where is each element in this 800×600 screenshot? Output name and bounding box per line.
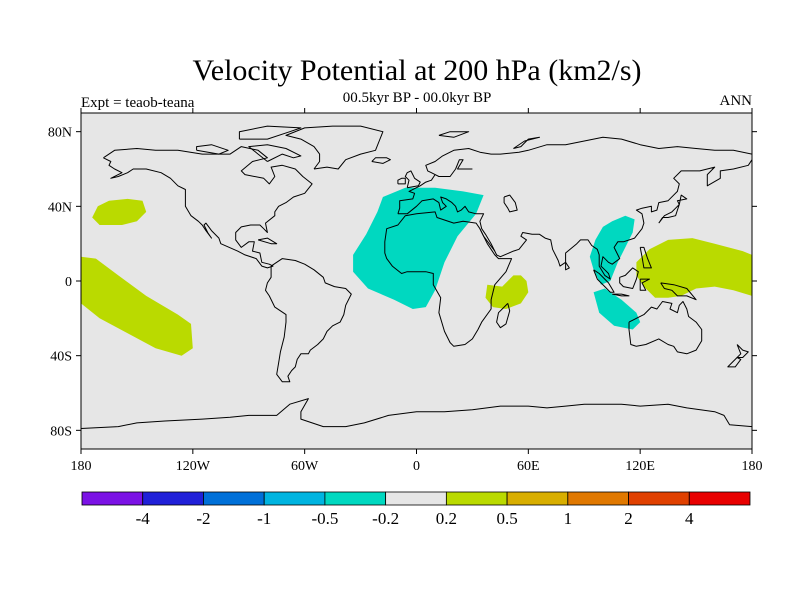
coastline-scandinavia-inner — [434, 159, 473, 177]
coastline-north-america — [103, 146, 313, 269]
coastline-sumatra — [593, 269, 615, 293]
region-bay-of-bengal-negative — [589, 215, 635, 285]
coastline-madagascar — [496, 303, 511, 329]
region-indian-ocean-positive — [485, 275, 529, 309]
lon-tick-label: 180 — [742, 459, 763, 474]
lat-tick-label: 80N — [48, 126, 72, 141]
colorbar-swatch — [506, 491, 569, 506]
colorbar-label: -1 — [257, 509, 271, 528]
region-south-pacific-positive — [81, 256, 193, 356]
coastline-cuba — [257, 237, 278, 245]
map-subtitle: 00.5kyr BP - 00.0kyr BP — [343, 90, 492, 106]
lon-tick-label: 180 — [71, 459, 92, 474]
coastline-eurasia — [397, 136, 752, 280]
coastline-victoria-isl — [196, 144, 229, 155]
colorbar-swatch — [142, 491, 204, 506]
experiment-label: Expt = teaob-teana — [81, 95, 195, 111]
colorbar-label: 1 — [564, 509, 573, 528]
coastline-antarctica — [81, 398, 752, 429]
lon-tick-label: 60W — [291, 459, 319, 474]
coastline-philippines — [639, 246, 652, 269]
coastline-novaya-zemlya — [513, 136, 540, 149]
colorbar-swatch — [385, 491, 447, 506]
map-title: Velocity Potential at 200 hPa (km2/s) — [192, 54, 641, 87]
coastline-new-guinea — [660, 282, 697, 301]
coastline-arabia-red-sea — [479, 228, 496, 252]
colorbar-swatch — [567, 491, 629, 506]
map-panel: 180 120W 60W 0 60E 120E 180 80N 40N 0 40S 80S — [48, 108, 763, 474]
colorbar-swatch — [263, 491, 326, 506]
colorbar: -4 -2 -1 -0.5 -0.2 0.2 0.5 1 2 4 — [81, 491, 751, 528]
colorbar-label: -2 — [196, 509, 210, 528]
coastline-sri-lanka — [565, 262, 570, 271]
lon-tick-label: 120W — [176, 459, 211, 474]
coastline-japan — [658, 194, 688, 224]
coastline-new-zealand-south — [727, 357, 742, 368]
lon-tick-label: 120E — [625, 459, 655, 474]
region-sumatra-negative — [593, 288, 641, 330]
region-north-pacific-positive — [92, 198, 147, 225]
colorbar-swatch — [203, 491, 265, 506]
map-axes: 180 120W 60W 0 60E 120E 180 80N 40N 0 40S 80S — [48, 108, 763, 474]
region-west-pacific-positive — [636, 238, 752, 298]
coastline-sulawesi — [639, 278, 650, 291]
colorbar-swatch — [688, 491, 751, 506]
colorbar-swatch — [324, 491, 387, 506]
coastline-java — [612, 293, 630, 297]
colorbar-label: 0.5 — [496, 509, 517, 528]
coastline-borneo — [619, 267, 639, 289]
coastline-ellesmere — [238, 125, 302, 140]
colorbar-swatch — [445, 491, 508, 506]
coastline-africa — [384, 211, 513, 347]
colorbar-label: 0.2 — [436, 509, 457, 528]
colorbar-label: -0.2 — [372, 509, 399, 528]
coastline-svalbard — [438, 131, 470, 138]
lat-tick-label: 40N — [48, 200, 72, 215]
coastline-caspian — [503, 194, 518, 213]
colorbar-swatch — [628, 491, 690, 506]
lat-tick-label: 0 — [65, 275, 72, 290]
coastline-south-america — [265, 258, 352, 383]
lat-tick-label: 80S — [50, 424, 72, 439]
coastline-iceland — [371, 157, 391, 164]
colorbar-label: -0.5 — [311, 509, 338, 528]
shaded-regions — [81, 187, 752, 356]
coastlines — [81, 125, 752, 429]
colorbar-swatch — [81, 491, 144, 506]
lon-tick-label: 60E — [517, 459, 540, 474]
lat-tick-label: 40S — [50, 350, 72, 365]
coastline-australia — [628, 301, 703, 355]
colorbar-label: 2 — [624, 509, 633, 528]
region-atlantic-africa-negative — [353, 187, 484, 309]
colorbar-label: -4 — [136, 509, 151, 528]
coastline-ireland — [397, 177, 406, 185]
lon-tick-label: 0 — [413, 459, 420, 474]
coastline-britain — [404, 170, 421, 189]
coastline-baffin — [248, 144, 302, 162]
coastline-greenland — [285, 125, 384, 170]
coastline-new-zealand — [736, 344, 749, 358]
colorbar-label: 4 — [685, 509, 694, 528]
annual-label: ANN — [720, 93, 753, 109]
